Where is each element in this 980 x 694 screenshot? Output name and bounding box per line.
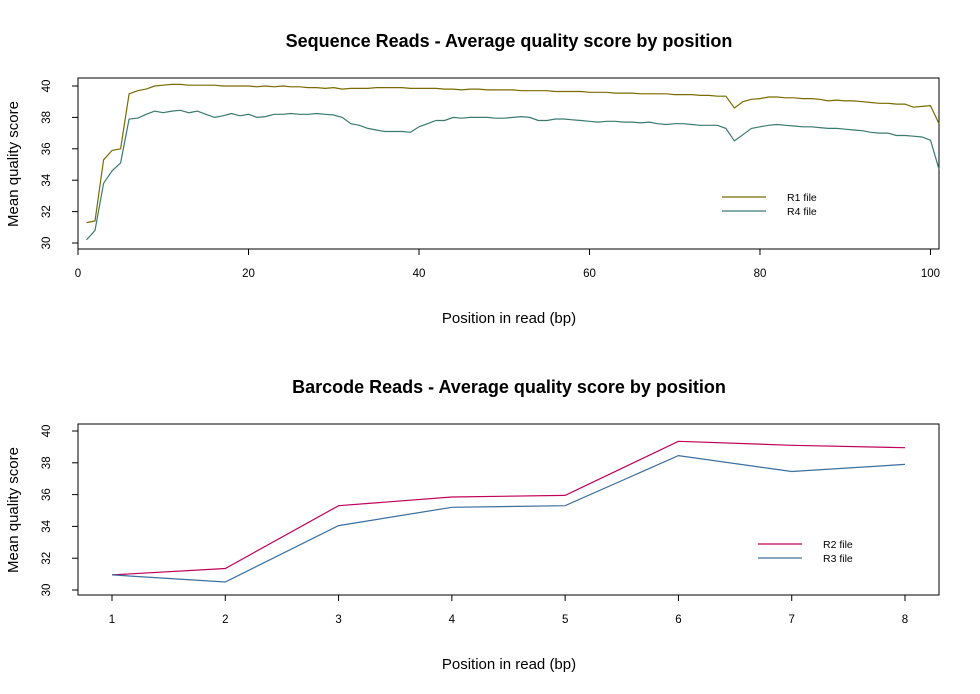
legend-label: R2 file [823,539,853,551]
y-tick-label: 34 [41,519,53,532]
legend-label: R4 file [787,206,817,218]
series-line-2 [111,454,906,583]
sequence-reads-chart: Sequence Reads - Average quality score b… [5,31,940,327]
x-tick-label: 4 [449,614,456,626]
series-line-2 [86,109,940,241]
x-tick-label: 80 [754,268,767,280]
legend: R1 file R4 file [722,192,817,218]
x-tick-label: 20 [242,268,255,280]
x-axis-label: Position in read (bp) [442,656,576,673]
x-tick-label: 6 [675,614,681,626]
plot-frame [77,77,940,250]
y-tick-label: 32 [41,205,53,218]
y-tick-label: 40 [41,80,53,93]
y-axis-label: Mean quality score [5,447,22,573]
x-tick-label: 3 [335,614,341,626]
y-tick-label: 34 [41,173,53,186]
legend-label: R3 file [823,553,853,565]
x-axis: 1 2 3 4 5 6 7 8 [109,594,908,626]
series-lines [86,83,940,241]
series-lines [111,440,906,583]
x-tick-label: 8 [902,614,908,626]
series-line-1 [111,440,906,576]
y-tick-label: 38 [41,111,53,124]
y-axis-label: Mean quality score [5,101,22,227]
y-tick-label: 36 [41,488,53,501]
y-tick-label: 40 [41,425,53,438]
x-axis-label: Position in read (bp) [442,310,576,327]
y-tick-label: 30 [41,237,53,250]
x-tick-label: 7 [789,614,795,626]
x-tick-label: 2 [222,614,228,626]
y-tick-label: 36 [41,142,53,155]
chart-title: Barcode Reads - Average quality score by… [292,377,726,397]
x-axis: 0 20 40 60 80 100 [75,248,940,280]
legend: R2 file R3 file [758,539,853,565]
x-tick-label: 1 [109,614,115,626]
x-tick-label: 60 [583,268,596,280]
x-tick-label: 100 [921,268,940,280]
chart-title: Sequence Reads - Average quality score b… [286,31,733,51]
y-axis: 30 32 34 36 38 40 [41,80,78,250]
y-axis: 30 32 34 36 38 40 [41,425,78,597]
y-tick-label: 30 [41,584,53,597]
barcode-reads-chart: Barcode Reads - Average quality score by… [5,377,940,673]
x-tick-label: 40 [413,268,426,280]
x-tick-label: 0 [75,268,81,280]
y-tick-label: 32 [41,552,53,565]
series-line-1 [86,83,940,224]
y-tick-label: 38 [41,456,53,469]
x-tick-label: 5 [562,614,568,626]
legend-label: R1 file [787,192,817,204]
